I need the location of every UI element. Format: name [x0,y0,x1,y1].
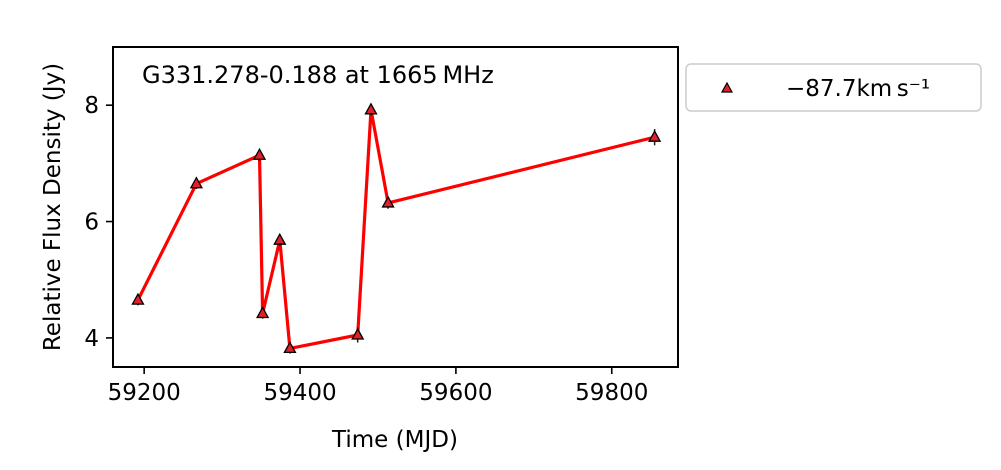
data-point [189,176,203,189]
data-point [273,232,287,246]
triangle-marker [273,232,287,245]
data-point [648,129,662,146]
chart-annotation: G331.278-0.188 at 1665 MHz [142,61,494,89]
triangle-marker [364,102,378,115]
x-tick-label: 59800 [575,380,648,406]
triangle-marker [252,147,267,160]
data-point [283,341,297,354]
triangle-marker [351,327,365,340]
series-line [136,108,655,350]
x-tick-label: 59400 [263,380,336,406]
y-axis-label: Relative Flux Density (Jy) [40,63,66,351]
y-tick-label: 4 [84,326,99,352]
data-point [351,327,365,343]
data-point [364,102,378,116]
x-tick-label: 59600 [419,380,492,406]
axis-ticks: 59200 59400 59600 59800 4 6 8 [84,93,648,406]
triangle-marker [648,129,662,142]
triangle-marker [131,292,145,305]
y-tick-label: 8 [84,93,99,119]
plot-area [112,46,679,368]
series-layer [131,102,662,354]
data-point [131,292,145,306]
legend: −87.7km s⁻¹ [685,63,982,112]
legend-label: −87.7km s⁻¹ [786,76,930,102]
triangle-marker [256,306,270,319]
x-axis-label: Time (MJD) [331,427,458,453]
data-point [256,306,270,319]
legend-box [685,63,982,112]
x-tick-label: 59200 [108,380,181,406]
triangle-marker [283,341,297,354]
data-point [381,195,395,209]
data-point [252,147,267,162]
y-tick-label: 6 [84,210,99,236]
legend-marker-triangle [720,81,734,93]
triangle-marker [381,195,395,208]
triangle-marker [189,176,203,189]
